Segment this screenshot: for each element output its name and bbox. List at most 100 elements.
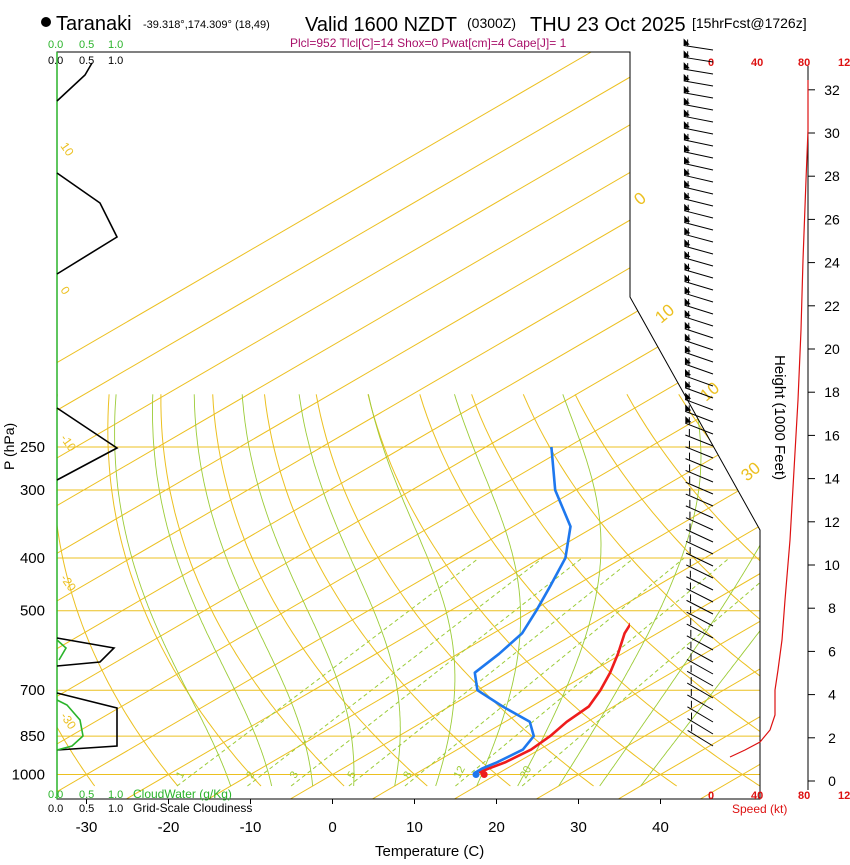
dry-adiabat [782, 394, 850, 786]
temp-tick-label: 40 [652, 819, 669, 836]
wind-barb [685, 552, 714, 567]
pressure-tick-label: 1000 [12, 767, 45, 784]
location-name: Taranaki [56, 13, 132, 35]
y-axis-label: P (hPa) [1, 423, 17, 470]
wind-barb [685, 517, 714, 531]
wind-barb-flag [684, 203, 691, 211]
sounding-profiles [472, 446, 630, 778]
wind-barb [684, 328, 714, 339]
wind-barb-flag [684, 298, 691, 306]
wind-barb [686, 588, 714, 603]
wind-barb [683, 56, 714, 63]
dry-adiabat-label: 0 [58, 284, 73, 298]
cloudiness-top-05: 0.5 [79, 55, 94, 67]
background-grid [57, 52, 850, 799]
cloudiness-label: Grid-Scale Cloudiness [133, 801, 252, 815]
isotherm-label: 10 [651, 300, 678, 327]
wind-barb [686, 611, 714, 627]
height-axis-label: Height (1000 Feet) [771, 355, 788, 480]
wind-barb [685, 446, 714, 459]
moist-adiabat [599, 394, 760, 787]
speed-top-0: 0 [708, 57, 714, 69]
isotherm-line [618, 52, 760, 799]
wind-barb [685, 493, 714, 507]
moist-adiabat [517, 394, 602, 787]
cloudiness-top-1: 1.0 [108, 55, 123, 67]
cloudiness-line [56, 62, 119, 751]
speed-top-80: 80 [798, 57, 810, 69]
wind-barb [685, 540, 714, 555]
mixing-ratio-label: 1 [174, 770, 187, 781]
isotherm-line [372, 52, 760, 799]
wind-barb-flag [683, 62, 690, 70]
isotherm-line [57, 52, 592, 799]
height-tick-label: 10 [824, 557, 840, 573]
mixing-ratio-label: 3 [288, 770, 301, 781]
wind-barb [685, 434, 714, 447]
moist-adiabat [241, 394, 355, 786]
wind-barb [686, 623, 714, 639]
isotherm-line [57, 52, 760, 799]
wind-barb-flag [684, 227, 691, 235]
wind-barb-flag [684, 274, 691, 282]
wind-barb [684, 269, 714, 279]
height-tick-label: 32 [824, 82, 840, 98]
wind-barb-flag [683, 38, 690, 46]
cloud-bottom-0: 0.0 [48, 789, 63, 801]
wind-barb [683, 115, 714, 123]
speed-bottom-0: 0 [708, 790, 714, 802]
moist-adiabat [152, 394, 273, 787]
height-tick-label: 20 [824, 341, 840, 357]
wind-barb [683, 139, 714, 147]
dry-adiabat [264, 394, 511, 787]
wind-barb-flag [684, 357, 691, 365]
wind-barb [687, 694, 714, 711]
wind-barb [686, 659, 714, 675]
cloudiness-bottom-05: 0.5 [79, 803, 94, 815]
indices-line: Plcl=952 Tlcl[C]=14 Shox=0 Pwat[cm]=4 Ca… [290, 36, 567, 50]
dry-adiabat [57, 394, 179, 787]
height-tick-label: 6 [828, 643, 836, 659]
speed-top-12: 12 [838, 57, 850, 69]
wind-barb-flag [685, 368, 692, 376]
wind-barb [687, 706, 714, 723]
wind-barb-flag [684, 309, 691, 317]
moist-adiabat [298, 394, 401, 787]
isotherm-line [536, 52, 760, 799]
speed-bottom-12: 12 [838, 790, 850, 802]
mixing-ratio-label: 12 [452, 764, 468, 780]
wind-barb [685, 422, 714, 435]
cloud-top-05: 0.5 [79, 39, 94, 51]
dry-adiabat [212, 394, 428, 787]
dry-adiabat [315, 394, 594, 787]
cloudiness-bottom-1: 1.0 [108, 803, 123, 815]
isotherm-label: 30 [737, 458, 764, 485]
wind-barb [684, 245, 714, 255]
dry-adiabat [574, 394, 760, 787]
pressure-tick-label: 700 [20, 682, 45, 699]
isotherm-line [290, 52, 760, 799]
wind-barb [686, 635, 714, 651]
speed-top-40: 40 [751, 57, 763, 69]
dewpoint-profile [473, 446, 572, 775]
mixing-ratio-label: 8 [401, 770, 414, 781]
wind-barb-flag [684, 180, 691, 188]
wind-barb-flag [684, 333, 691, 341]
wind-barb [686, 576, 714, 591]
valid-time: Valid 1600 NZDT [305, 14, 457, 36]
wind-barb [686, 670, 714, 687]
wind-barb-flag [684, 250, 691, 258]
moist-adiabat [367, 394, 456, 787]
height-tick-label: 8 [828, 600, 836, 616]
wind-barb [683, 163, 714, 171]
dry-adiabat-label: 10 [58, 140, 77, 159]
wind-barb-flag [684, 286, 691, 294]
wind-barb [684, 316, 714, 327]
wind-barb [683, 151, 714, 159]
pressure-tick-label: 300 [20, 482, 45, 499]
dry-adiabat [678, 394, 760, 787]
location-dot [41, 17, 51, 27]
